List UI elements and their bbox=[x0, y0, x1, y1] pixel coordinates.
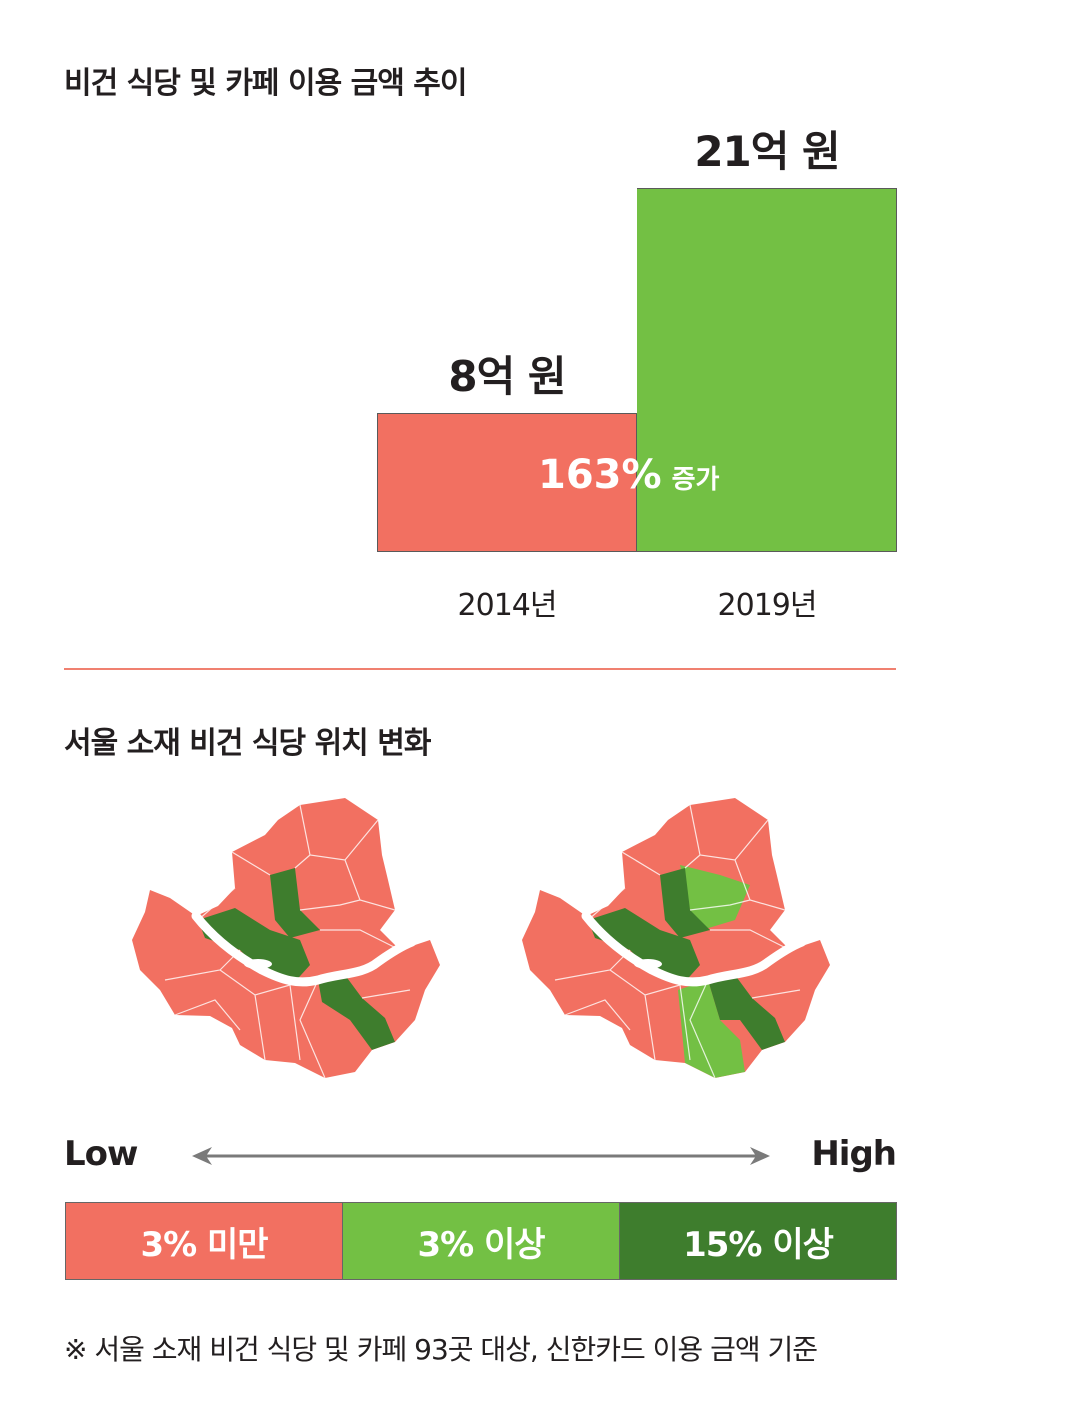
bar-chart: 8억 원 21억 원 2014년 2019년 163% 증가 bbox=[0, 0, 1080, 640]
increase-word: 증가 bbox=[671, 465, 720, 495]
district-high bbox=[318, 975, 395, 1050]
seoul-map-2014 bbox=[132, 798, 440, 1078]
footnote: ※ 서울 소재 비건 식당 및 카페 93곳 대상, 신한카드 이용 금액 기준 bbox=[64, 1333, 818, 1366]
legend-label-high: 15% 이상 bbox=[683, 1224, 834, 1265]
han-river bbox=[191, 911, 417, 987]
x-tick-label-2019: 2019년 bbox=[717, 588, 818, 623]
value-label-2019: 21억 원 bbox=[694, 127, 840, 176]
x-tick-label-2014: 2014년 bbox=[457, 588, 558, 623]
district-high bbox=[588, 908, 700, 985]
legend-item-mid: 3% 이상 bbox=[343, 1202, 620, 1280]
legend-item-low: 3% 미만 bbox=[65, 1202, 343, 1280]
chart-title: 비건 식당 및 카페 이용 금액 추이 bbox=[64, 66, 467, 101]
district-mid bbox=[680, 865, 750, 930]
district-mid bbox=[678, 980, 745, 1078]
legend-item-high: 15% 이상 bbox=[620, 1202, 897, 1280]
value-label-2014: 8억 원 bbox=[448, 352, 566, 401]
bar-2014 bbox=[377, 413, 637, 552]
han-river bbox=[581, 911, 807, 987]
yeouido-island bbox=[634, 959, 662, 969]
double-arrow-icon bbox=[192, 1147, 770, 1165]
map-section-title: 서울 소재 비건 식당 위치 변화 bbox=[64, 726, 431, 761]
seoul-maps bbox=[132, 798, 830, 1078]
increase-percent: 163% bbox=[538, 452, 662, 498]
seoul-map-2019 bbox=[522, 798, 830, 1078]
district-high bbox=[270, 868, 320, 938]
legend: 3% 미만 3% 이상 15% 이상 bbox=[65, 1202, 897, 1280]
section-divider bbox=[64, 668, 896, 670]
yeouido-island bbox=[244, 959, 272, 969]
legend-label-mid: 3% 이상 bbox=[417, 1224, 545, 1265]
increase-annotation: 163% 증가 bbox=[538, 452, 719, 498]
legend-label-low: 3% 미만 bbox=[140, 1224, 268, 1265]
scale-high-label: High bbox=[811, 1134, 897, 1174]
district-high bbox=[708, 975, 785, 1050]
bar-2019 bbox=[637, 188, 897, 552]
district-high bbox=[198, 908, 310, 985]
district-high bbox=[660, 868, 710, 938]
scale-low-label: Low bbox=[64, 1134, 138, 1174]
